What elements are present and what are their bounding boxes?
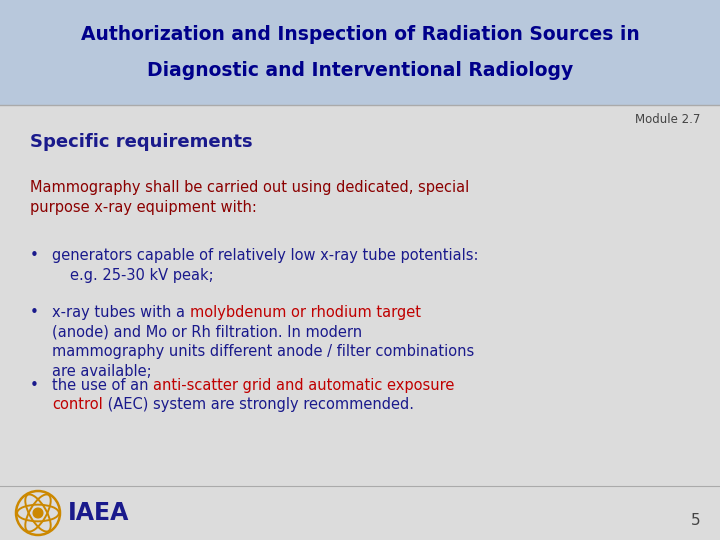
Text: Specific requirements: Specific requirements (30, 133, 253, 151)
Text: IAEA: IAEA (68, 501, 130, 525)
Text: e.g. 25-30 kV peak;: e.g. 25-30 kV peak; (70, 268, 214, 283)
Text: Diagnostic and Interventional Radiology: Diagnostic and Interventional Radiology (147, 61, 573, 80)
Text: Authorization and Inspection of Radiation Sources in: Authorization and Inspection of Radiatio… (81, 25, 639, 44)
Text: generators capable of relatively low x-ray tube potentials:: generators capable of relatively low x-r… (52, 248, 479, 264)
Text: •: • (30, 305, 39, 320)
Text: control: control (52, 397, 103, 413)
Text: Mammography shall be carried out using dedicated, special
purpose x-ray equipmen: Mammography shall be carried out using d… (30, 180, 469, 215)
Text: (AEC) system are strongly recommended.: (AEC) system are strongly recommended. (103, 397, 414, 413)
Text: Module 2.7: Module 2.7 (634, 113, 700, 126)
Text: mammography units different anode / filter combinations: mammography units different anode / filt… (52, 345, 474, 359)
Text: x-ray tubes with a: x-ray tubes with a (52, 305, 189, 320)
Text: the use of an: the use of an (52, 378, 153, 393)
Text: (anode) and Mo or Rh filtration. In modern: (anode) and Mo or Rh filtration. In mode… (52, 325, 362, 340)
Text: 5: 5 (690, 513, 700, 528)
Text: molybdenum or rhodium target: molybdenum or rhodium target (189, 305, 420, 320)
Text: •: • (30, 378, 39, 393)
FancyBboxPatch shape (0, 0, 720, 105)
Text: anti-scatter grid and automatic exposure: anti-scatter grid and automatic exposure (153, 378, 454, 393)
Text: are available;: are available; (52, 364, 152, 379)
Text: •: • (30, 248, 39, 264)
Circle shape (33, 508, 43, 518)
